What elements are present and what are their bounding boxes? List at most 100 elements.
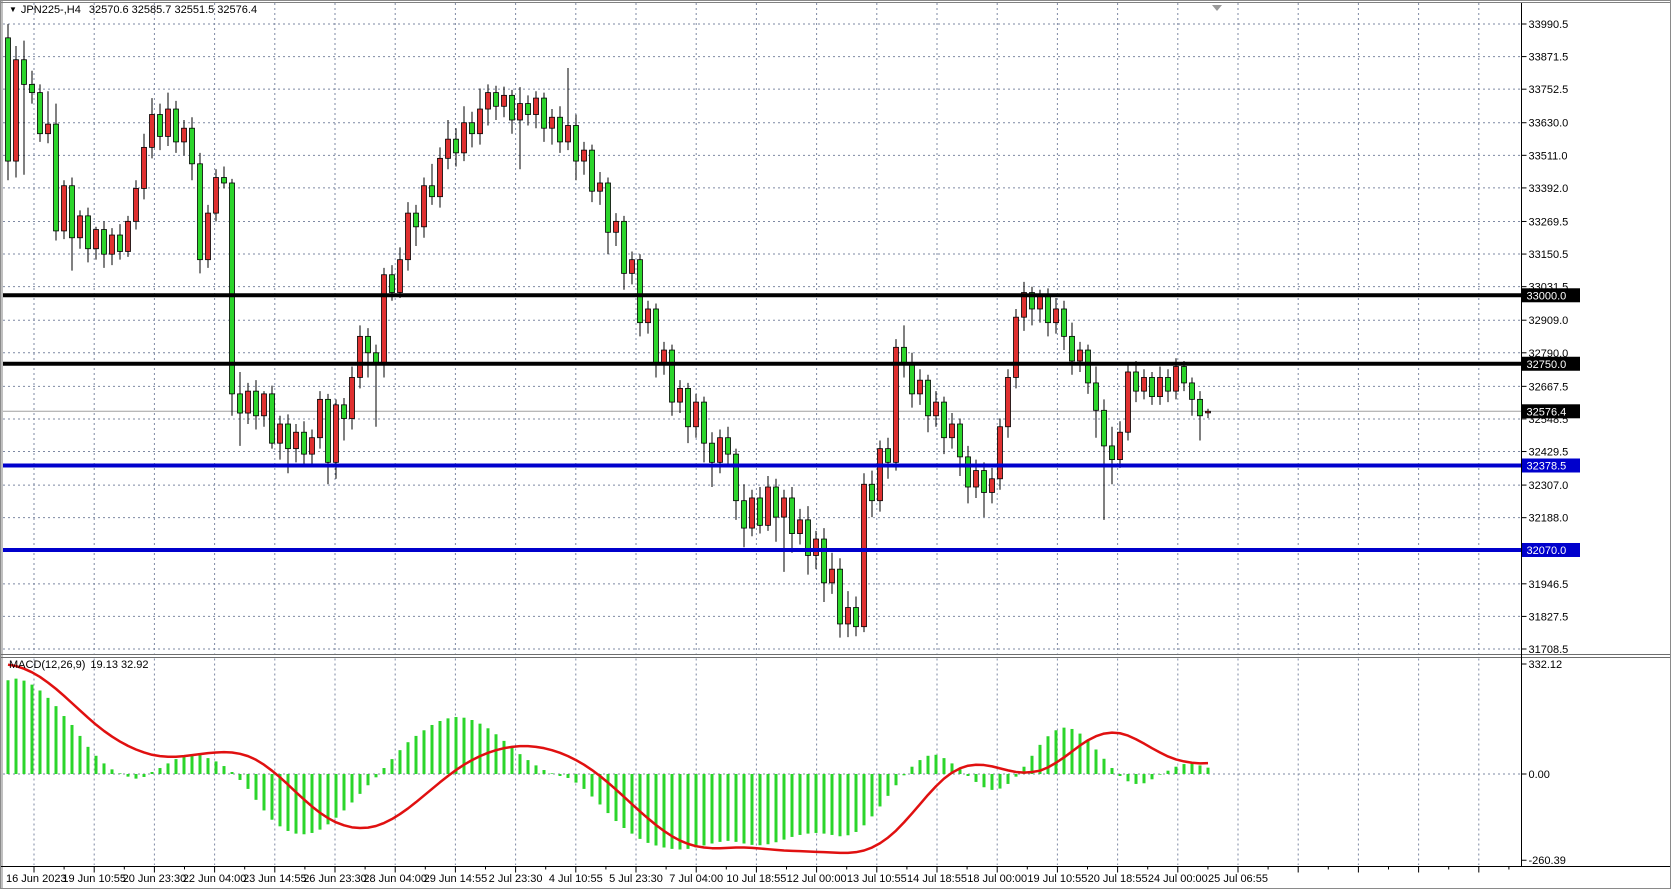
- candle: [573, 125, 579, 162]
- svg-text:33752.5: 33752.5: [1529, 84, 1569, 96]
- svg-text:13 Jul 10:55: 13 Jul 10:55: [847, 873, 907, 885]
- svg-text:0.00: 0.00: [1529, 769, 1550, 781]
- svg-text:19 Jun 10:55: 19 Jun 10:55: [62, 873, 126, 885]
- svg-text:33269.5: 33269.5: [1529, 216, 1569, 228]
- svg-text:22 Jun 04:00: 22 Jun 04:00: [183, 873, 247, 885]
- candle: [181, 127, 187, 143]
- candle: [1085, 349, 1091, 384]
- macd-axis[interactable]: 332.12 0.00 -260.39: [1521, 659, 1566, 867]
- svg-text:16 Jun 2023: 16 Jun 2023: [6, 873, 67, 885]
- candle: [77, 215, 83, 239]
- candle: [205, 212, 211, 261]
- candle: [221, 177, 227, 184]
- candle: [1173, 366, 1179, 392]
- candle: [997, 426, 1003, 480]
- candle: [93, 229, 99, 250]
- candle: [149, 114, 155, 148]
- macd-name: MACD(12,26,9): [9, 659, 86, 671]
- svg-text:28 Jun 04:00: 28 Jun 04:00: [363, 873, 427, 885]
- candle: [261, 393, 267, 417]
- candle: [677, 388, 683, 403]
- svg-text:29 Jun 14:55: 29 Jun 14:55: [424, 873, 488, 885]
- candle: [869, 483, 875, 502]
- candle: [1181, 366, 1187, 384]
- candle: [1125, 371, 1131, 433]
- candle: [229, 182, 235, 395]
- candle: [413, 212, 419, 228]
- candle: [349, 377, 355, 419]
- candles[interactable]: [5, 24, 1211, 638]
- candle: [1165, 377, 1171, 392]
- candle: [53, 123, 59, 232]
- candle: [1205, 410, 1211, 414]
- svg-text:32188.0: 32188.0: [1529, 513, 1569, 525]
- svg-text:4 Jul 10:55: 4 Jul 10:55: [549, 873, 603, 885]
- svg-text:33871.5: 33871.5: [1529, 52, 1569, 64]
- svg-text:2 Jul 23:30: 2 Jul 23:30: [489, 873, 543, 885]
- candle: [1109, 445, 1115, 461]
- candle: [813, 538, 819, 556]
- svg-text:25 Jul 06:55: 25 Jul 06:55: [1208, 873, 1268, 885]
- svg-text:24 Jul 00:00: 24 Jul 00:00: [1148, 873, 1208, 885]
- svg-text:31827.5: 31827.5: [1529, 611, 1569, 623]
- candle: [309, 437, 315, 455]
- candle: [981, 470, 987, 493]
- candle: [69, 185, 75, 239]
- candle: [301, 431, 307, 455]
- macd-panel[interactable]: [6, 663, 1210, 855]
- candle: [829, 568, 835, 584]
- candle: [1021, 292, 1027, 318]
- candle: [253, 390, 259, 417]
- price-axis[interactable]: 33990.5 33871.5 33752.5 33630.0 33511.0 33392…: [1521, 19, 1581, 656]
- svg-text:32378.5: 32378.5: [1527, 460, 1567, 472]
- candle: [133, 188, 139, 222]
- symbol-period-label: JPN225-,H4: [20, 4, 81, 16]
- svg-text:32307.0: 32307.0: [1529, 480, 1569, 492]
- candle: [901, 346, 907, 365]
- svg-text:12 Jul 00:00: 12 Jul 00:00: [787, 873, 847, 885]
- candle: [85, 215, 91, 250]
- candle: [1077, 349, 1083, 362]
- candle: [1189, 382, 1195, 400]
- candle: [1149, 377, 1155, 398]
- candle: [269, 393, 275, 444]
- candle: [277, 423, 283, 444]
- candle: [837, 568, 843, 625]
- candle: [1069, 335, 1075, 362]
- candle: [565, 125, 571, 143]
- price-tag: [1522, 404, 1580, 419]
- candle: [781, 497, 787, 518]
- svg-text:32576.4: 32576.4: [1527, 406, 1567, 418]
- candle: [213, 177, 219, 214]
- candle: [453, 138, 459, 154]
- candle: [1117, 431, 1123, 461]
- candle: [373, 352, 379, 363]
- candle: [821, 538, 827, 584]
- candle: [1037, 294, 1043, 310]
- candle: [1133, 371, 1139, 392]
- candle: [37, 92, 43, 135]
- candle: [357, 335, 363, 378]
- chart-title: ▼ JPN225-,H4 32570.6 32585.7 32551.5 32576…: [9, 4, 257, 16]
- candle: [845, 607, 851, 625]
- candle: [317, 398, 323, 439]
- candle: [1029, 292, 1035, 310]
- candle: [445, 138, 451, 159]
- candle: [669, 349, 675, 403]
- candle: [45, 123, 51, 135]
- candle: [493, 92, 499, 107]
- candle: [61, 185, 67, 232]
- macd-values: 19.13 32.92: [90, 659, 149, 671]
- svg-text:332.12: 332.12: [1529, 659, 1563, 671]
- candle: [749, 497, 755, 529]
- candle: [509, 94, 515, 121]
- candle: [397, 259, 403, 293]
- candle: [589, 149, 595, 192]
- candle: [197, 163, 203, 261]
- chart-shift-marker-icon[interactable]: [1212, 5, 1222, 11]
- horizontal-level-lines[interactable]: [3, 293, 1521, 552]
- svg-text:10 Jul 18:55: 10 Jul 18:55: [726, 873, 786, 885]
- svg-text:20 Jul 18:55: 20 Jul 18:55: [1088, 873, 1148, 885]
